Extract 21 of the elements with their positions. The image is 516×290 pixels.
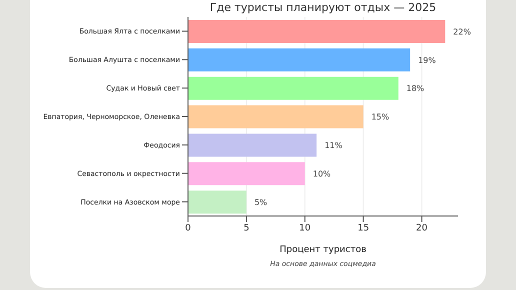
bar (188, 105, 364, 128)
x-tick-label: 15 (358, 223, 370, 234)
x-tick-label: 10 (299, 223, 311, 234)
bar (188, 20, 446, 43)
x-tick-label: 20 (416, 223, 428, 234)
x-axis-title: Процент туристов (280, 245, 366, 255)
data-label: 10% (312, 169, 332, 178)
data-label: 19% (418, 56, 436, 65)
bar (188, 76, 398, 100)
data-label: 18% (406, 84, 425, 94)
x-tick-label: 5 (244, 223, 250, 234)
bar (188, 134, 317, 157)
data-label: 5% (254, 198, 268, 207)
bar (188, 190, 246, 214)
data-label: 22% (453, 27, 472, 36)
bar (188, 162, 305, 186)
chart-title: Где туристы планируют отдых — 2025 (208, 1, 438, 14)
data-label: 15% (371, 112, 390, 122)
x-tick-label: 0 (185, 223, 192, 234)
bar (188, 48, 410, 72)
data-label: 11% (324, 141, 343, 150)
